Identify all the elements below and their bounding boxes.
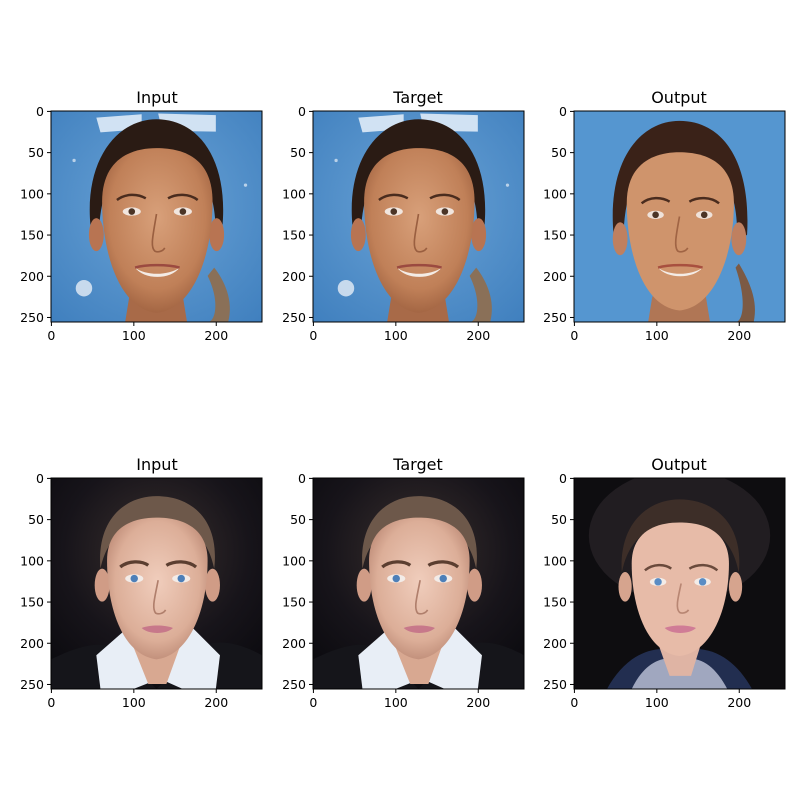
output-image: [574, 478, 785, 689]
y-tick-label: 250: [543, 310, 567, 325]
y-tick-label: 50: [290, 145, 306, 160]
y-tick-label: 250: [543, 677, 567, 692]
tick-group: 0 100 200 0 50 100 150 200 250: [543, 104, 751, 343]
y-tick-label: 150: [543, 228, 567, 243]
output-image: [574, 111, 785, 322]
panel-title: Input: [136, 88, 177, 107]
y-tick-label: 50: [290, 512, 306, 527]
tick-group: 0 100 200 0 50 100 150 200 250: [282, 104, 490, 343]
x-tick-label: 0: [570, 695, 578, 710]
y-tick-label: 50: [28, 145, 44, 160]
y-tick-label: 200: [20, 636, 44, 651]
y-tick-label: 100: [282, 186, 306, 201]
x-tick-label: 100: [384, 695, 408, 710]
x-tick-label: 0: [309, 695, 317, 710]
x-tick-label: 200: [204, 328, 228, 343]
axes-frame: [573, 110, 786, 323]
x-tick-label: 100: [122, 695, 146, 710]
axes-frame: [312, 110, 525, 323]
x-tick-label: 0: [309, 328, 317, 343]
tick-group: 0 100 200 0 50 100 150 200 250: [543, 471, 751, 710]
panel-target-1: Target 0 100 200 0 50 100 150 200 250: [282, 88, 525, 343]
y-tick-label: 0: [559, 471, 567, 486]
y-tick-label: 50: [28, 512, 44, 527]
y-tick-label: 150: [282, 595, 306, 610]
y-tick-label: 100: [543, 553, 567, 568]
panel-title: Target: [392, 88, 443, 107]
x-tick-label: 200: [466, 695, 490, 710]
panel-input-1: Input 0 100 200 0 50 100 150 200 250: [20, 88, 263, 343]
x-tick-label: 200: [727, 695, 751, 710]
x-tick-label: 100: [645, 695, 669, 710]
panel-output-1: Output 0 100 200 0 50 100 150 200 250: [543, 88, 786, 343]
y-tick-label: 200: [282, 269, 306, 284]
tick-group: 0 100 200 0 50 100 150 200 250: [20, 104, 228, 343]
y-tick-label: 200: [20, 269, 44, 284]
y-tick-label: 0: [298, 471, 306, 486]
y-tick-label: 50: [551, 512, 567, 527]
x-tick-label: 200: [727, 328, 751, 343]
panel-title: Target: [392, 455, 443, 474]
axes-frame: [50, 477, 263, 690]
panel-title: Output: [651, 455, 707, 474]
y-tick-label: 250: [282, 677, 306, 692]
y-tick-label: 50: [551, 145, 567, 160]
axes-frame: [573, 477, 786, 690]
input-image: [51, 478, 262, 689]
y-tick-label: 250: [20, 310, 44, 325]
y-tick-label: 250: [282, 310, 306, 325]
y-tick-label: 0: [298, 104, 306, 119]
y-tick-label: 200: [282, 636, 306, 651]
panel-target-2: Target 0 100 200 0 50 100 150 200 250: [282, 455, 525, 710]
x-tick-label: 0: [47, 695, 55, 710]
y-tick-label: 100: [282, 553, 306, 568]
y-tick-label: 250: [20, 677, 44, 692]
axes-frame: [312, 477, 525, 690]
y-tick-label: 200: [543, 269, 567, 284]
y-tick-label: 150: [20, 595, 44, 610]
y-tick-label: 0: [559, 104, 567, 119]
x-tick-label: 200: [466, 328, 490, 343]
panel-title: Output: [651, 88, 707, 107]
target-image: [313, 478, 524, 689]
x-tick-label: 0: [47, 328, 55, 343]
y-tick-label: 0: [36, 104, 44, 119]
x-tick-label: 100: [645, 328, 669, 343]
panel-input-2: Input 0 100 200 0 50 100 150 200 250: [20, 455, 263, 710]
y-tick-label: 100: [20, 186, 44, 201]
y-tick-label: 200: [543, 636, 567, 651]
tick-group: 0 100 200 0 50 100 150 200 250: [20, 471, 228, 710]
y-tick-label: 0: [36, 471, 44, 486]
x-tick-label: 100: [384, 328, 408, 343]
tick-group: 0 100 200 0 50 100 150 200 250: [282, 471, 490, 710]
axes-frame: [50, 110, 263, 323]
y-tick-label: 150: [543, 595, 567, 610]
x-tick-label: 200: [204, 695, 228, 710]
target-image: [313, 111, 524, 322]
panel-title: Input: [136, 455, 177, 474]
x-tick-label: 0: [570, 328, 578, 343]
panel-output-2: Output 0 100 200 0 50 100 150 200 250: [543, 455, 786, 710]
y-tick-label: 100: [20, 553, 44, 568]
x-tick-label: 100: [122, 328, 146, 343]
y-tick-label: 100: [543, 186, 567, 201]
y-tick-label: 150: [20, 228, 44, 243]
input-image: [51, 111, 262, 322]
y-tick-label: 150: [282, 228, 306, 243]
